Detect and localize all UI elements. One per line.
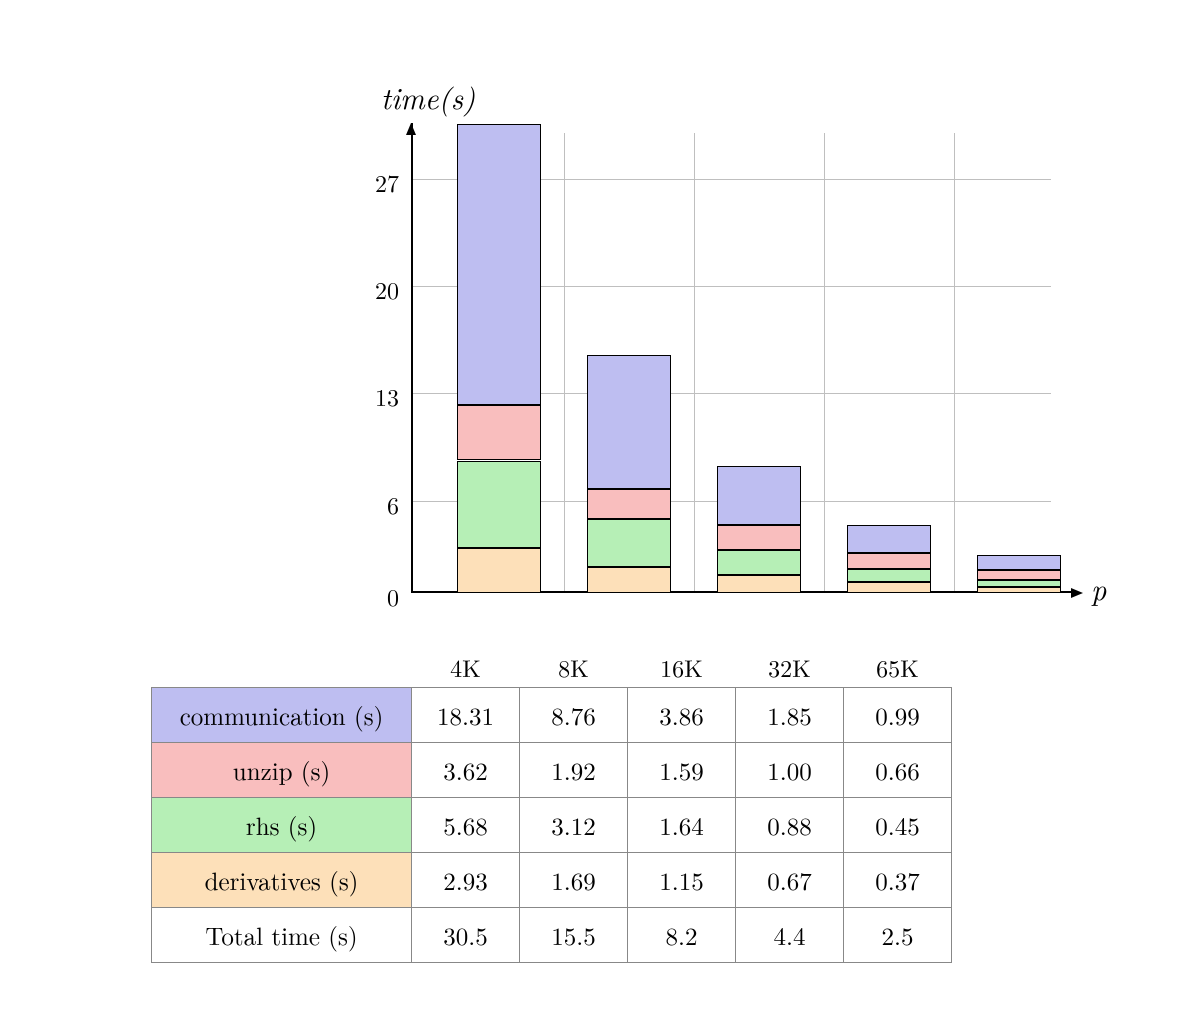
y-axis-arrow-icon [406, 123, 416, 135]
bar-seg-rhs [587, 519, 671, 567]
x-tick-row: 4K8K16K32K65K [152, 648, 952, 688]
bar-seg-derivatives [847, 582, 931, 592]
bar-seg-communication [457, 124, 541, 405]
series-value: 18.31 [412, 688, 520, 743]
x-axis-arrow-icon [1071, 588, 1083, 598]
series-value: 1.15 [628, 853, 736, 908]
bar-seg-rhs [717, 550, 801, 575]
y-tick-label: 20 [349, 272, 399, 306]
y-tick-label: 0 [349, 579, 399, 613]
x-tick-label: 16K [628, 648, 736, 688]
bar-seg-unzip [847, 553, 931, 568]
bar-seg-derivatives [717, 575, 801, 593]
table-row-derivatives: derivatives (s)2.931.691.150.670.37 [152, 853, 952, 908]
series-value: 0.99 [844, 688, 952, 743]
bar-seg-communication [717, 466, 801, 525]
series-value: 3.62 [412, 743, 520, 798]
bar-seg-rhs [977, 580, 1061, 587]
table-row-rhs: rhs (s)5.683.121.640.880.45 [152, 798, 952, 853]
series-label: unzip (s) [152, 743, 412, 798]
series-value: 3.12 [520, 798, 628, 853]
bar-seg-communication [847, 525, 931, 553]
series-label: communication (s) [152, 688, 412, 743]
series-value: 1.59 [628, 743, 736, 798]
series-label: rhs (s) [152, 798, 412, 853]
x-tick-label: 4K [412, 648, 520, 688]
stacked-bar-chart: time(s) p 06132027 [411, 133, 1051, 593]
series-value: 1.64 [628, 798, 736, 853]
table-row-communication: communication (s)18.318.763.861.850.99 [152, 688, 952, 743]
x-tick-label: 65K [844, 648, 952, 688]
series-value: 0.88 [736, 798, 844, 853]
series-value: 1.00 [736, 743, 844, 798]
bar-seg-unzip [457, 405, 541, 461]
y-axis [411, 123, 413, 593]
series-value: 3.86 [628, 688, 736, 743]
series-label: derivatives (s) [152, 853, 412, 908]
bar-seg-derivatives [587, 567, 671, 593]
series-value: 0.67 [736, 853, 844, 908]
table-row-unzip: unzip (s)3.621.921.591.000.66 [152, 743, 952, 798]
grid-line-v [564, 133, 565, 593]
bar-seg-communication [977, 555, 1061, 570]
total-value: 30.5 [412, 908, 520, 963]
grid-line-v [824, 133, 825, 593]
bar-seg-rhs [847, 569, 931, 582]
data-table: 4K8K16K32K65Kcommunication (s)18.318.763… [151, 648, 952, 964]
x-tick-label: 32K [736, 648, 844, 688]
bar-seg-unzip [977, 570, 1061, 580]
table-row-total: Total time (s)30.515.58.24.42.5 [152, 908, 952, 963]
y-tick-label: 27 [349, 165, 399, 199]
series-value: 1.69 [520, 853, 628, 908]
bar-seg-communication [587, 355, 671, 489]
series-value: 8.76 [520, 688, 628, 743]
series-value: 2.93 [412, 853, 520, 908]
x-axis-label: p [1091, 566, 1106, 609]
total-value: 4.4 [736, 908, 844, 963]
y-axis-label: time(s) [381, 75, 475, 118]
grid-line-v [954, 133, 955, 593]
series-value: 0.37 [844, 853, 952, 908]
total-value: 8.2 [628, 908, 736, 963]
bar-group [457, 133, 541, 593]
bar-group [847, 133, 931, 593]
x-tick-label: 8K [520, 648, 628, 688]
series-value: 5.68 [412, 798, 520, 853]
y-tick-label: 6 [349, 487, 399, 521]
bar-seg-rhs [457, 461, 541, 548]
total-value: 15.5 [520, 908, 628, 963]
series-value: 0.66 [844, 743, 952, 798]
bar-seg-unzip [587, 489, 671, 518]
total-value: 2.5 [844, 908, 952, 963]
total-label: Total time (s) [152, 908, 412, 963]
bar-group [587, 133, 671, 593]
grid-line-v [694, 133, 695, 593]
bar-seg-derivatives [977, 587, 1061, 593]
y-tick-label: 13 [349, 379, 399, 413]
bar-group [977, 133, 1061, 593]
bar-group [717, 133, 801, 593]
series-value: 0.45 [844, 798, 952, 853]
bar-seg-unzip [717, 525, 801, 549]
series-value: 1.85 [736, 688, 844, 743]
series-value: 1.92 [520, 743, 628, 798]
bar-seg-derivatives [457, 548, 541, 593]
